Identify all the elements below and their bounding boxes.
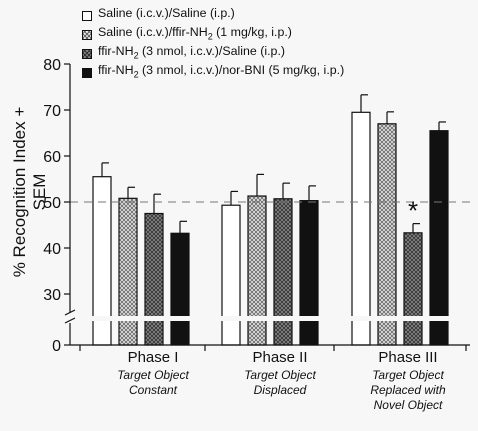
y-tick-label: 60 <box>43 149 61 166</box>
y-axis-label: % Recognition Index + SEM <box>10 106 49 278</box>
legend-item: Saline (i.c.v.)/ffir-NH2 (1 mg/kg, i.p.) <box>82 25 344 44</box>
y-tick-label: 80 <box>43 57 61 74</box>
x-group-sublabel: Target Object Constant <box>88 368 218 398</box>
bar <box>273 198 293 346</box>
legend-label: Saline (i.c.v.)/ffir-NH2 (1 mg/kg, i.p.) <box>98 24 292 42</box>
sublabel-line: Displaced <box>253 383 307 397</box>
sublabel-line: Novel Object <box>373 398 443 412</box>
legend-label: ffir-NH2 (3 nmol, i.c.v.)/Saline (i.p.) <box>98 43 286 61</box>
legend-item: ffir-NH2 (3 nmol, i.c.v.)/nor-BNI (5 mg/… <box>82 63 344 82</box>
bar <box>247 195 267 346</box>
x-group-label: Phase III <box>378 349 438 366</box>
sublabel-line: Target Object <box>117 368 189 382</box>
x-group-label: Phase II <box>252 349 308 366</box>
bar <box>170 232 190 346</box>
sublabel-line: Target Object <box>244 368 316 382</box>
significance-marker: * <box>408 196 418 226</box>
y-tick-label: 30 <box>43 287 61 304</box>
legend-label: ffir-NH2 (3 nmol, i.c.v.)/nor-BNI (5 mg/… <box>98 62 345 80</box>
legend-item: Saline (i.c.v.)/Saline (i.p.) <box>82 6 344 25</box>
sublabel-line: Target Object <box>372 368 444 382</box>
sublabel-line: Replaced with <box>370 383 446 397</box>
legend-swatch-dark-hatched <box>82 48 92 59</box>
y-tick-label: 50 <box>43 195 61 212</box>
bar <box>377 123 397 346</box>
x-group-sublabel: Target Object Replaced with Novel Object <box>343 368 473 413</box>
legend-swatch-light-hatched <box>82 29 92 40</box>
y-tick-label: 40 <box>43 241 61 258</box>
legend-label: Saline (i.c.v.)/Saline (i.p.) <box>98 5 235 20</box>
bar <box>299 200 319 346</box>
y-tick-label: 70 <box>43 103 61 120</box>
bar <box>351 111 371 346</box>
legend: Saline (i.c.v.)/Saline (i.p.) Saline (i.… <box>82 6 344 82</box>
x-group-label: Phase I <box>127 349 179 366</box>
legend-item: ffir-NH2 (3 nmol, i.c.v.)/Saline (i.p.) <box>82 44 344 63</box>
sublabel-line: Constant <box>128 383 178 397</box>
bar <box>118 197 138 346</box>
legend-swatch-white <box>82 10 92 21</box>
x-group-sublabel: Target Object Displaced <box>215 368 345 398</box>
axis-break-mark <box>64 309 76 316</box>
bar <box>221 204 241 346</box>
legend-swatch-black <box>82 67 92 78</box>
y-tick-label: 0 <box>52 338 61 355</box>
bar <box>144 212 164 346</box>
bar <box>403 232 423 346</box>
bar <box>429 130 449 346</box>
axis-break-band <box>64 316 470 321</box>
axis-break-mark <box>64 317 76 324</box>
